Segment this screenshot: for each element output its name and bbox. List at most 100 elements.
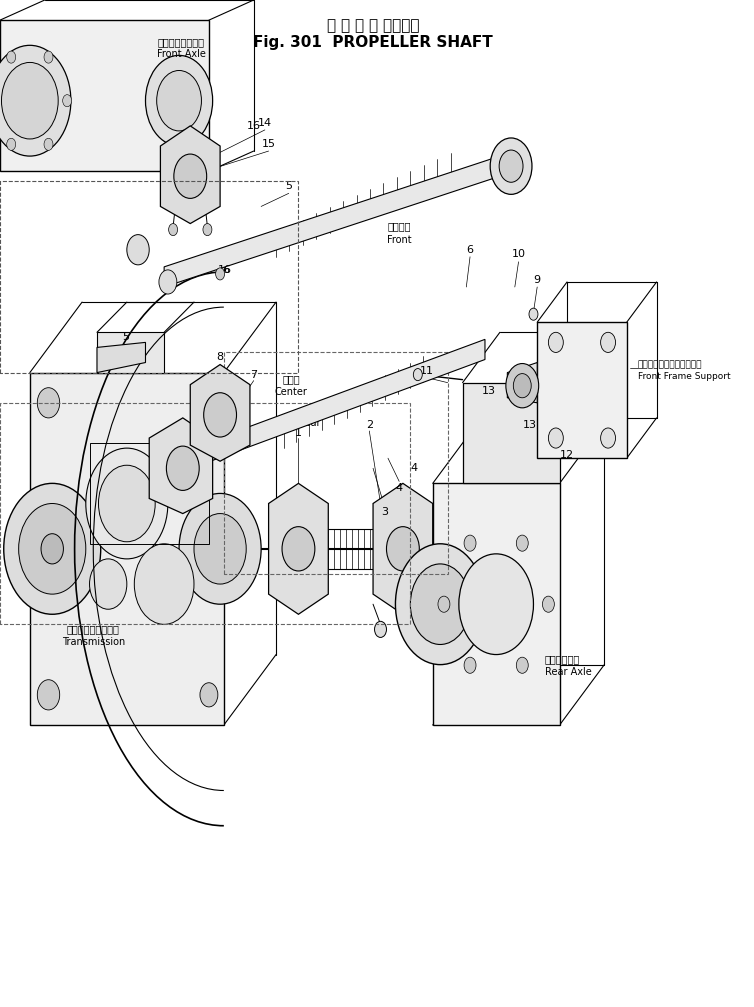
Circle shape <box>127 235 149 265</box>
Text: 4: 4 <box>410 463 418 473</box>
Circle shape <box>499 150 523 182</box>
Polygon shape <box>149 418 213 514</box>
Text: 14: 14 <box>258 118 272 128</box>
Circle shape <box>395 544 485 665</box>
Text: Fig. 301  PROPELLER SHAFT: Fig. 301 PROPELLER SHAFT <box>253 35 493 49</box>
Circle shape <box>99 465 155 542</box>
Text: 4: 4 <box>396 483 403 493</box>
Circle shape <box>410 564 470 644</box>
Circle shape <box>216 268 225 280</box>
Circle shape <box>464 658 476 674</box>
Circle shape <box>7 138 16 150</box>
Circle shape <box>7 51 16 63</box>
Text: 5: 5 <box>285 181 293 191</box>
Text: リヤ: リヤ <box>304 406 315 416</box>
Circle shape <box>90 559 127 609</box>
Circle shape <box>506 364 538 408</box>
Circle shape <box>204 393 237 437</box>
Text: プ ロ ペ ラ シャフト: プ ロ ペ ラ シャフト <box>326 18 419 32</box>
Text: 16: 16 <box>219 265 232 275</box>
Circle shape <box>19 504 86 594</box>
Text: フロントアクスル: フロントアクスル <box>158 37 205 47</box>
Circle shape <box>157 70 201 131</box>
Circle shape <box>179 493 261 604</box>
Text: 1: 1 <box>295 428 302 438</box>
Polygon shape <box>268 483 328 614</box>
Circle shape <box>282 527 315 571</box>
Polygon shape <box>537 322 627 458</box>
Text: 8: 8 <box>216 352 224 363</box>
Circle shape <box>513 374 532 398</box>
Polygon shape <box>164 156 500 287</box>
Circle shape <box>167 446 199 490</box>
Text: センタ: センタ <box>282 375 300 385</box>
Text: 13: 13 <box>523 420 537 430</box>
Circle shape <box>542 596 554 612</box>
Circle shape <box>146 55 213 146</box>
Circle shape <box>529 308 538 320</box>
Circle shape <box>63 95 72 107</box>
Text: Front Axle: Front Axle <box>157 49 206 59</box>
Text: Front: Front <box>387 235 412 245</box>
Text: リヤアクスル: リヤアクスル <box>544 655 580 665</box>
Circle shape <box>601 428 615 448</box>
Text: トランスミッション: トランスミッション <box>67 624 120 634</box>
Circle shape <box>459 554 534 655</box>
Circle shape <box>194 514 247 584</box>
Circle shape <box>203 224 212 236</box>
Polygon shape <box>507 363 537 403</box>
Circle shape <box>2 62 58 139</box>
Text: Rear: Rear <box>299 418 321 428</box>
Circle shape <box>516 658 529 674</box>
Circle shape <box>200 391 218 415</box>
Circle shape <box>44 138 53 150</box>
Polygon shape <box>373 483 433 614</box>
Text: Rear Axle: Rear Axle <box>544 667 591 677</box>
Circle shape <box>387 527 419 571</box>
Text: 16: 16 <box>217 265 231 275</box>
Circle shape <box>4 483 101 614</box>
Circle shape <box>548 332 563 352</box>
Circle shape <box>37 388 60 418</box>
Polygon shape <box>198 408 235 448</box>
Circle shape <box>134 544 194 624</box>
Polygon shape <box>164 339 485 478</box>
Text: 12: 12 <box>560 450 574 460</box>
Text: 13: 13 <box>482 386 495 396</box>
Text: 5: 5 <box>122 332 129 342</box>
Polygon shape <box>97 342 146 373</box>
Circle shape <box>201 408 231 448</box>
Text: 3: 3 <box>381 507 388 517</box>
Circle shape <box>37 680 60 710</box>
Text: 11: 11 <box>420 366 434 376</box>
Circle shape <box>516 535 529 551</box>
Polygon shape <box>30 373 224 725</box>
Text: 15: 15 <box>262 139 276 149</box>
Circle shape <box>413 369 422 381</box>
Circle shape <box>601 332 615 352</box>
Text: 7: 7 <box>250 370 257 380</box>
Text: Front Frame Support: Front Frame Support <box>638 373 731 381</box>
Circle shape <box>200 683 218 707</box>
Circle shape <box>169 224 178 236</box>
Circle shape <box>464 535 476 551</box>
Circle shape <box>0 45 71 156</box>
Text: フロント: フロント <box>388 222 411 232</box>
Text: 10: 10 <box>511 249 526 259</box>
Text: 2: 2 <box>366 420 373 430</box>
Circle shape <box>44 51 53 63</box>
Polygon shape <box>0 20 209 171</box>
Polygon shape <box>161 126 220 224</box>
Polygon shape <box>213 406 231 433</box>
Circle shape <box>86 448 168 559</box>
Circle shape <box>548 428 563 448</box>
Circle shape <box>490 138 532 194</box>
Polygon shape <box>463 383 559 483</box>
Circle shape <box>174 154 207 198</box>
Polygon shape <box>97 332 164 373</box>
Text: 6: 6 <box>467 245 474 255</box>
Text: Transmission: Transmission <box>62 637 125 648</box>
Text: 9: 9 <box>534 275 541 285</box>
Circle shape <box>159 270 177 294</box>
Circle shape <box>438 596 450 612</box>
